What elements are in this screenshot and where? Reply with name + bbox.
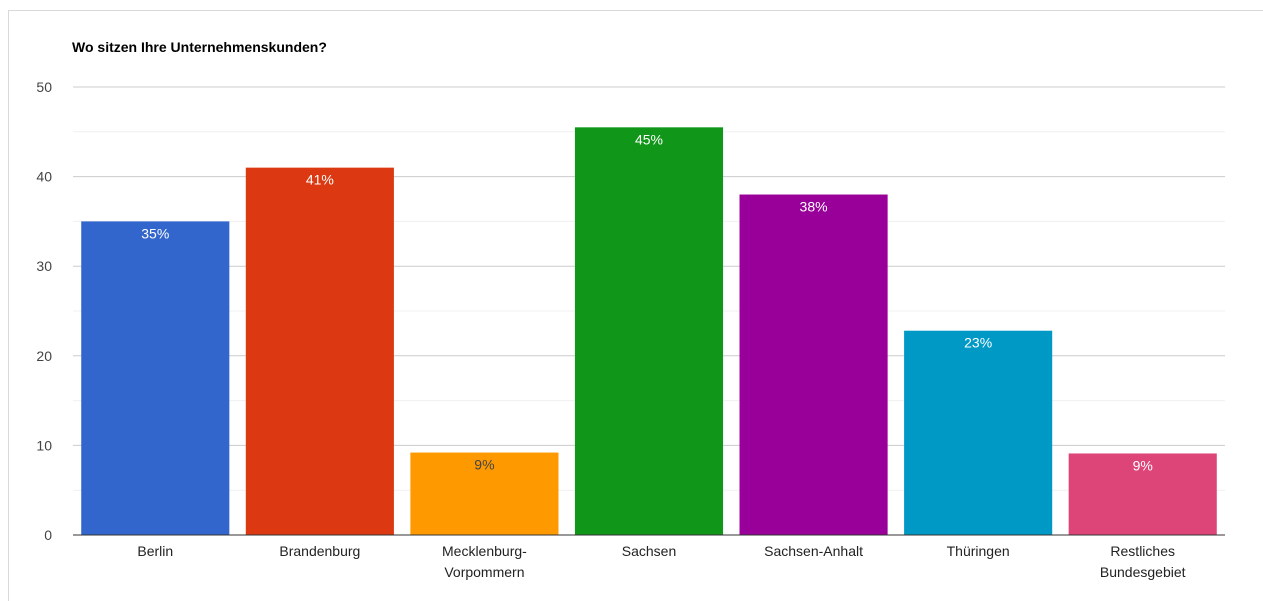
data-label: 23% bbox=[964, 335, 992, 351]
x-category-label: Vorpommern bbox=[444, 564, 524, 580]
data-label: 35% bbox=[141, 225, 169, 241]
data-label: 45% bbox=[635, 131, 663, 147]
bar bbox=[904, 330, 1053, 535]
bar bbox=[245, 167, 394, 535]
chart-frame bbox=[8, 10, 1263, 601]
x-category-label: Mecklenburg- bbox=[442, 543, 527, 559]
x-category-label: Sachsen bbox=[622, 543, 676, 559]
x-category-label: Sachsen-Anhalt bbox=[764, 543, 863, 559]
x-category-label: Bundesgebiet bbox=[1100, 564, 1186, 580]
x-category-label: Brandenburg bbox=[279, 543, 360, 559]
data-label: 41% bbox=[306, 172, 334, 188]
bar bbox=[81, 221, 230, 535]
x-category-label: Berlin bbox=[137, 543, 173, 559]
bar bbox=[410, 452, 559, 535]
bar bbox=[1068, 453, 1217, 535]
y-tick-label: 40 bbox=[36, 169, 52, 185]
y-tick-label: 20 bbox=[36, 348, 52, 364]
bar bbox=[739, 194, 888, 535]
x-category-label: Thüringen bbox=[947, 543, 1010, 559]
y-tick-label: 50 bbox=[36, 79, 52, 95]
y-tick-label: 30 bbox=[36, 258, 52, 274]
data-label: 38% bbox=[800, 199, 828, 215]
data-label: 9% bbox=[1133, 457, 1153, 473]
y-tick-label: 0 bbox=[44, 527, 52, 543]
chart-title: Wo sitzen Ihre Unternehmenskunden? bbox=[72, 39, 327, 55]
x-category-label: Restliches bbox=[1110, 543, 1175, 559]
bar bbox=[574, 127, 724, 535]
data-label: 9% bbox=[474, 457, 494, 473]
y-tick-label: 10 bbox=[36, 437, 52, 453]
